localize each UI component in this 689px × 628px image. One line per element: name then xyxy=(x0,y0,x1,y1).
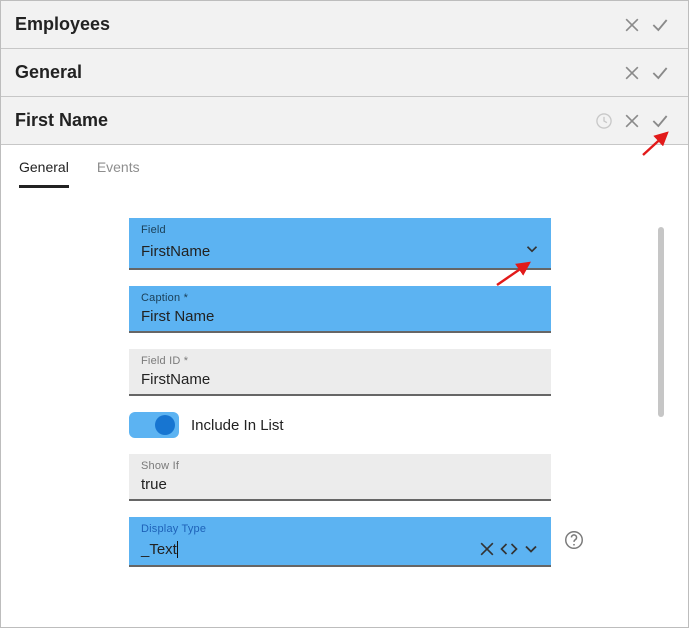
breadcrumb-title-general: General xyxy=(15,62,618,83)
chevron-down-icon[interactable] xyxy=(521,539,541,559)
tab-events[interactable]: Events xyxy=(97,159,140,188)
tabs: General Events xyxy=(1,145,688,188)
field-label: Field xyxy=(141,224,541,236)
field-label: Display Type xyxy=(141,523,541,535)
field-show-if[interactable]: Show If true xyxy=(129,454,551,501)
field-value: _Text xyxy=(141,541,477,558)
toggle-label: Include In List xyxy=(191,417,284,434)
history-icon[interactable] xyxy=(590,107,618,135)
field-caption[interactable]: Caption * First Name xyxy=(129,286,551,333)
breadcrumb-title-firstname: First Name xyxy=(15,110,590,131)
confirm-icon[interactable] xyxy=(646,107,674,135)
fields-column: Field FirstName Caption * First Name xyxy=(129,218,551,628)
toggle-switch[interactable] xyxy=(129,412,179,438)
field-field-id[interactable]: Field ID * FirstName xyxy=(129,349,551,396)
close-icon[interactable] xyxy=(618,11,646,39)
toggle-knob xyxy=(155,415,175,435)
close-icon[interactable] xyxy=(618,59,646,87)
breadcrumb-row-firstname: First Name xyxy=(1,97,688,145)
property-panel: Employees General First Name xyxy=(0,0,689,628)
field-field[interactable]: Field FirstName xyxy=(129,218,551,270)
field-label: Show If xyxy=(141,460,541,472)
field-value: FirstName xyxy=(141,243,523,260)
code-icon[interactable] xyxy=(499,539,519,559)
tab-general[interactable]: General xyxy=(19,159,69,188)
close-icon[interactable] xyxy=(618,107,646,135)
toggle-include-in-list: Include In List xyxy=(129,412,551,438)
confirm-icon[interactable] xyxy=(646,59,674,87)
form-content: Field FirstName Caption * First Name xyxy=(1,188,688,628)
field-display-type[interactable]: Display Type _Text xyxy=(129,517,551,567)
spacer xyxy=(1,218,129,628)
breadcrumb-row-general: General xyxy=(1,49,688,97)
breadcrumb-row-employees: Employees xyxy=(1,1,688,49)
confirm-icon[interactable] xyxy=(646,11,674,39)
scrollbar[interactable] xyxy=(658,227,664,417)
field-value: FirstName xyxy=(141,371,541,388)
field-value: First Name xyxy=(141,308,541,325)
field-label: Caption * xyxy=(141,292,541,304)
clear-icon[interactable] xyxy=(477,539,497,559)
chevron-down-icon[interactable] xyxy=(523,240,541,262)
field-label: Field ID * xyxy=(141,355,541,367)
field-value: true xyxy=(141,476,541,493)
help-icon[interactable] xyxy=(563,529,585,551)
display-type-actions xyxy=(477,539,541,559)
breadcrumb-title-employees: Employees xyxy=(15,14,618,35)
